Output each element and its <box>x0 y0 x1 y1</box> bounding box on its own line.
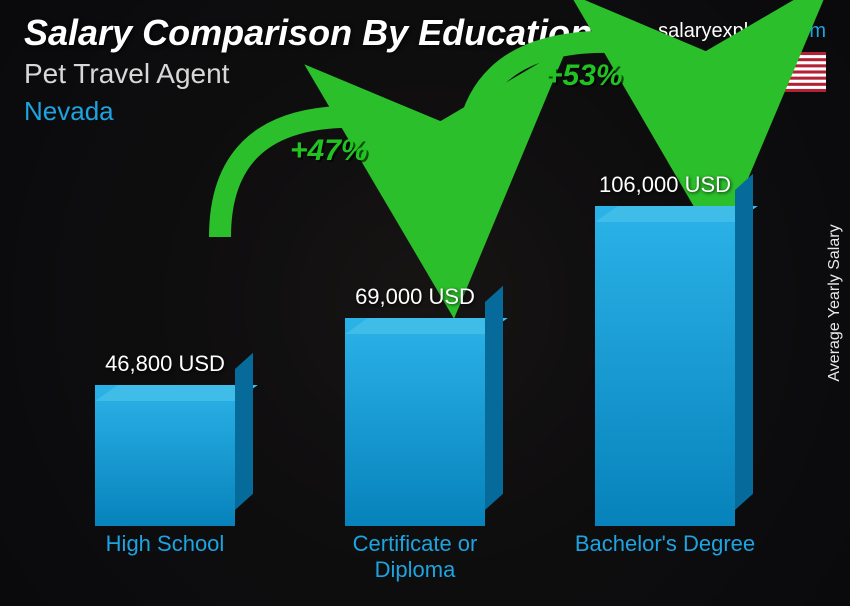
bar-3d <box>595 206 735 526</box>
bar-highschool: 46,800 USD <box>65 351 265 526</box>
x-axis-labels: High School Certificate or Diploma Bache… <box>40 531 790 582</box>
bar-label: High School <box>65 531 265 582</box>
bar-label: Bachelor's Degree <box>565 531 765 582</box>
bar-3d <box>95 385 235 526</box>
bar-3d <box>345 318 485 526</box>
chart-container: Salary Comparison By Education Pet Trave… <box>0 0 850 606</box>
flag-icon <box>762 52 826 92</box>
bars-area: 46,800 USD 69,000 USD 106,000 USD <box>40 166 790 526</box>
bar-value: 46,800 USD <box>105 351 225 377</box>
job-title: Pet Travel Agent <box>24 58 229 90</box>
bar-bachelors: 106,000 USD <box>565 172 765 526</box>
pct-increase-1: +47% <box>290 134 368 168</box>
bar-value: 69,000 USD <box>355 284 475 310</box>
y-axis-label: Average Yearly Salary <box>826 224 844 381</box>
bar-value: 106,000 USD <box>599 172 731 198</box>
bar-label: Certificate or Diploma <box>315 531 515 582</box>
bar-chart: +47% +53% 46,800 USD 69,000 USD <box>40 112 790 582</box>
pct-increase-2: +53% <box>545 59 623 93</box>
increase-arrow-2: +53% <box>435 17 735 187</box>
bar-certificate: 69,000 USD <box>315 284 515 526</box>
brand-suffix: .com <box>783 20 826 42</box>
